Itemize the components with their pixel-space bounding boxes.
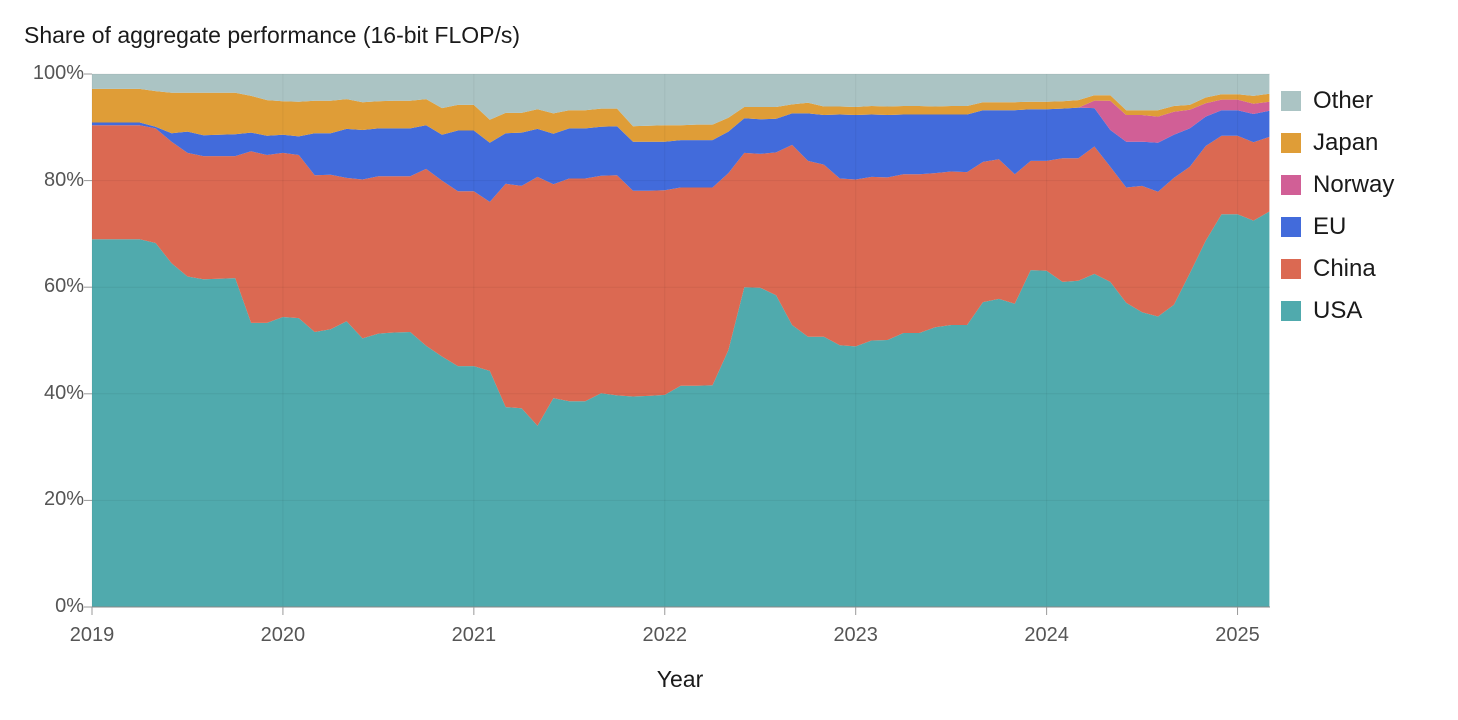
area-other (92, 74, 1270, 127)
legend-label: China (1313, 255, 1376, 282)
legend-swatch (1281, 91, 1301, 111)
legend-label: EU (1313, 213, 1347, 240)
y-tick-label: 20% (43, 488, 84, 511)
x-tick-label: 2022 (642, 624, 688, 646)
legend-swatch (1281, 133, 1301, 153)
legend-item-norway: Norway (1281, 164, 1394, 206)
x-axis-label: Year (656, 666, 704, 692)
x-tick-label: 2021 (451, 624, 497, 646)
legend-swatch (1281, 175, 1301, 195)
x-tick-label: 2023 (833, 624, 878, 646)
legend: Other Japan Norway EU China USA (1281, 80, 1394, 332)
legend-label: Norway (1313, 171, 1395, 198)
axes (84, 73, 1270, 615)
area-norway (92, 99, 1270, 143)
x-tick-label: 2020 (260, 624, 306, 646)
legend-item-other: Other (1281, 80, 1394, 122)
legend-label: USA (1313, 297, 1363, 324)
legend-swatch (1281, 217, 1301, 237)
y-tick-label: 40% (43, 381, 84, 404)
legend-swatch (1281, 301, 1301, 321)
gridlines (91, 73, 1270, 608)
area-layers (92, 74, 1270, 607)
area-eu (92, 107, 1270, 202)
legend-label: Japan (1313, 129, 1379, 156)
legend-item-china: China (1281, 248, 1394, 290)
y-tick-label: 100% (32, 62, 84, 84)
area-usa (92, 211, 1270, 607)
legend-item-usa: USA (1281, 290, 1394, 332)
x-tick-label: 2024 (1024, 624, 1069, 646)
y-tick-label: 80% (43, 168, 84, 191)
y-tick-label: 60% (43, 275, 84, 298)
area-japan (92, 88, 1270, 143)
x-tick-label: 2019 (69, 624, 115, 646)
legend-item-japan: Japan (1281, 122, 1394, 164)
y-tick-label: 0% (55, 595, 84, 617)
area-china (92, 125, 1270, 426)
legend-label: Other (1313, 87, 1374, 114)
legend-item-eu: EU (1281, 206, 1394, 248)
legend-swatch (1281, 259, 1301, 279)
x-tick-label: 2025 (1215, 624, 1260, 646)
chart-title: Share of aggregate performance (16-bit F… (24, 22, 521, 48)
